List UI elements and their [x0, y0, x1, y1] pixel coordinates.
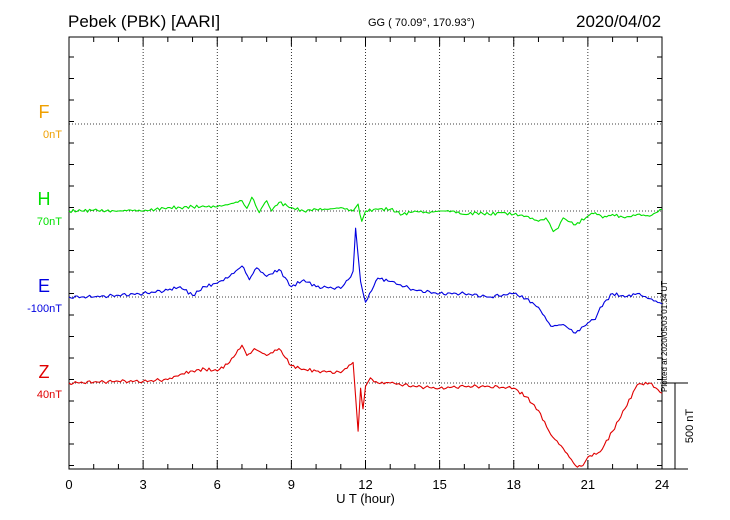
x-tick-label: 24 [655, 477, 669, 492]
x-tick-label: 12 [358, 477, 372, 492]
series-line-z [68, 344, 663, 468]
x-tick-label: 6 [214, 477, 221, 492]
axis-ticks: 0 3 6 9 12 15 18 21 24 [65, 37, 669, 492]
series-line-h [68, 196, 663, 233]
series-line-e [68, 227, 663, 334]
series-offset-h: 70nT [37, 216, 62, 228]
x-tick-label: 3 [140, 477, 147, 492]
series-label-e: E [38, 276, 50, 296]
x-tick-label: 15 [432, 477, 446, 492]
x-tick-label: 0 [65, 477, 72, 492]
series-labels: F 0nT H 70nT E -100nT Z 40nT [27, 102, 62, 401]
series-group [68, 196, 663, 468]
scale-bar: 500 nT [662, 382, 696, 470]
x-axis-label: U T (hour) [336, 491, 395, 506]
chart-date: 2020/04/02 [576, 12, 662, 31]
plotted-timestamp: Plotted at 2020/05/03 01:34 UT [660, 280, 669, 392]
x-tick-label: 18 [507, 477, 521, 492]
series-offset-f: 0nT [43, 129, 62, 141]
series-offset-z: 40nT [37, 389, 62, 401]
series-label-h: H [38, 189, 51, 209]
station-coordinates: GG ( 70.09°, 170.93°) [368, 17, 475, 29]
series-label-f: F [39, 102, 50, 122]
x-tick-label: 21 [581, 477, 595, 492]
grid [69, 37, 662, 469]
x-tick-label: 9 [288, 477, 295, 492]
series-offset-e: -100nT [27, 303, 62, 315]
scale-bar-label: 500 nT [684, 409, 696, 444]
chart-title: Pebek (PBK) [AARI] [68, 12, 221, 31]
series-label-z: Z [39, 362, 50, 382]
